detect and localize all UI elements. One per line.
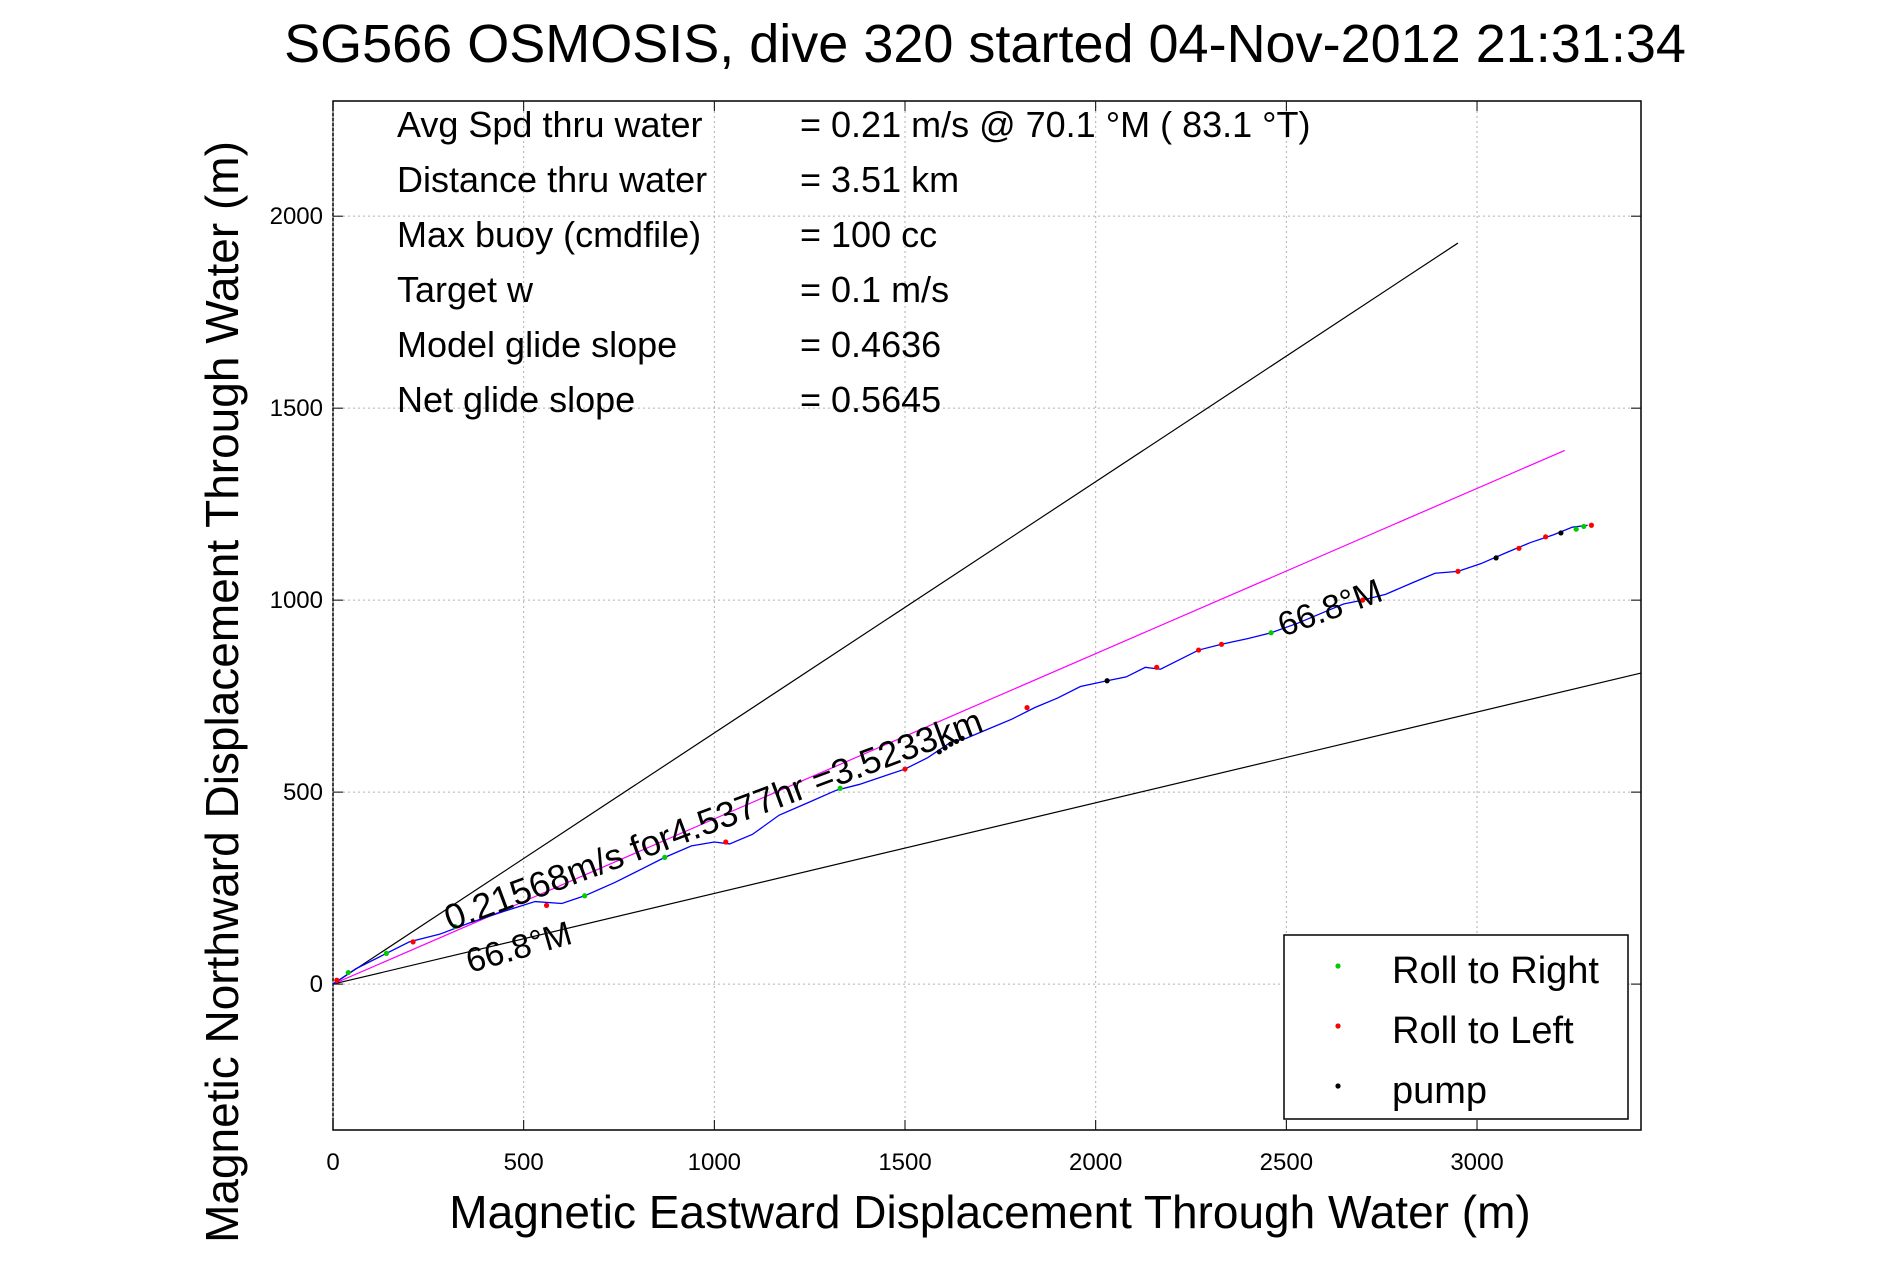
roll-left-marker — [902, 766, 908, 772]
info-block: Avg Spd thru water = 0.21 m/s @ 70.1 °M (… — [397, 104, 1311, 420]
info-value: = 0.5645 — [800, 379, 941, 420]
track — [332, 524, 1588, 985]
y-tick-label: 0 — [310, 971, 323, 998]
pump-marker — [948, 741, 954, 747]
reference-line — [332, 449, 1565, 985]
roll-left-marker — [334, 977, 340, 983]
roll-right-marker — [582, 893, 588, 899]
roll-right-marker — [1268, 630, 1274, 636]
legend-marker — [1335, 1083, 1341, 1089]
legend-label: Roll to Left — [1392, 1010, 1574, 1052]
x-tick-label: 1500 — [878, 1149, 931, 1176]
roll-left-marker — [723, 839, 729, 845]
roll-left-marker — [543, 902, 550, 908]
info-label: Net glide slope — [397, 379, 635, 420]
roll-left-marker — [1154, 664, 1160, 670]
roll-left-marker — [1455, 568, 1461, 574]
roll-left-marker — [1516, 545, 1522, 551]
legend-label: pump — [1392, 1070, 1487, 1112]
info-label: Model glide slope — [397, 324, 677, 365]
legend-label: Roll to Right — [1392, 950, 1599, 992]
roll-left-marker — [410, 939, 416, 945]
x-tick-label: 2500 — [1260, 1149, 1313, 1176]
info-value: = 0.4636 — [800, 324, 941, 365]
x-tick-label: 2000 — [1069, 1149, 1122, 1176]
y-tick-label: 1000 — [270, 587, 323, 614]
x-tick-label: 3000 — [1450, 1149, 1503, 1176]
legend: Roll to Right Roll to Left pump — [1283, 934, 1629, 1120]
roll-right-marker — [345, 969, 351, 976]
roll-right-marker — [1581, 523, 1587, 530]
y-axis-label: Magnetic Northward Displacement Through … — [196, 141, 248, 1243]
markers — [334, 522, 1595, 983]
pump-marker — [942, 745, 948, 751]
info-label: Max buoy (cmdfile) — [397, 214, 701, 255]
roll-right-marker — [837, 785, 843, 791]
roll-left-marker — [1543, 534, 1549, 540]
x-axis-ticks: 0 500 1000 1500 2000 2500 3000 — [326, 101, 1504, 1176]
x-tick-label: 500 — [504, 1149, 544, 1176]
y-tick-label: 2000 — [270, 203, 323, 230]
reference-line — [332, 242, 1459, 985]
legend-marker — [1335, 1023, 1341, 1029]
x-tick-label: 0 — [326, 1149, 339, 1176]
pump-marker — [1493, 555, 1499, 561]
pump-marker — [1558, 530, 1564, 536]
legend-box — [1283, 934, 1629, 1120]
x-axis-label: Magnetic Eastward Displacement Through W… — [449, 1186, 1530, 1238]
track-line — [332, 524, 1588, 985]
legend-marker — [1335, 963, 1341, 969]
reference-line — [332, 672, 1642, 985]
info-label: Target w — [397, 269, 534, 310]
pump-marker — [953, 738, 960, 745]
roll-right-marker — [1573, 526, 1579, 532]
info-label: Distance thru water — [397, 159, 707, 200]
info-value: = 100 cc — [800, 214, 937, 255]
info-label: Avg Spd thru water — [397, 104, 703, 145]
info-value: = 3.51 km — [800, 159, 959, 200]
pump-marker — [1104, 678, 1110, 684]
roll-right-marker — [662, 854, 668, 860]
roll-right-marker — [383, 950, 389, 956]
pump-marker — [936, 749, 942, 755]
roll-left-marker — [1360, 597, 1366, 603]
roll-left-marker — [1588, 522, 1595, 528]
chart-title: SG566 OSMOSIS, dive 320 started 04-Nov-2… — [284, 14, 1686, 74]
info-value: = 0.1 m/s — [800, 269, 949, 310]
roll-left-marker — [1196, 647, 1202, 653]
reference-lines — [332, 242, 1642, 985]
y-tick-label: 500 — [283, 779, 323, 806]
pump-marker — [959, 735, 965, 741]
roll-left-marker — [1218, 641, 1225, 647]
y-axis-ticks: 0 500 1000 1500 2000 — [270, 203, 1641, 998]
roll-left-marker — [1024, 705, 1030, 711]
info-value: = 0.21 m/s @ 70.1 °M ( 83.1 °T) — [800, 104, 1311, 145]
roll-right-marker — [452, 923, 458, 930]
y-tick-label: 1500 — [270, 395, 323, 422]
x-tick-label: 1000 — [688, 1149, 741, 1176]
